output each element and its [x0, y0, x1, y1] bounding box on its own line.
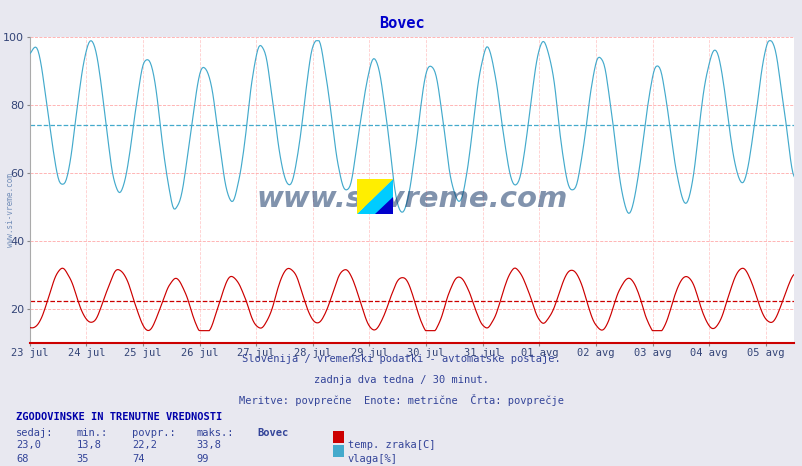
Text: ZGODOVINSKE IN TRENUTNE VREDNOSTI: ZGODOVINSKE IN TRENUTNE VREDNOSTI [16, 412, 222, 422]
Text: vlaga[%]: vlaga[%] [347, 454, 397, 464]
Text: sedaj:: sedaj: [16, 428, 54, 438]
Text: temp. zraka[C]: temp. zraka[C] [347, 440, 435, 450]
Polygon shape [357, 179, 393, 214]
Text: Bovec: Bovec [379, 16, 423, 31]
Text: zadnja dva tedna / 30 minut.: zadnja dva tedna / 30 minut. [314, 375, 488, 385]
Text: 13,8: 13,8 [76, 440, 101, 450]
Polygon shape [357, 179, 393, 214]
Text: www.si-vreme.com: www.si-vreme.com [256, 185, 567, 213]
Text: 35: 35 [76, 454, 89, 464]
Text: Bovec: Bovec [257, 428, 288, 438]
Text: 74: 74 [132, 454, 145, 464]
Text: 22,2: 22,2 [132, 440, 157, 450]
Text: Slovenija / vremenski podatki - avtomatske postaje.: Slovenija / vremenski podatki - avtomats… [242, 354, 560, 364]
Polygon shape [375, 197, 393, 214]
Text: www.si-vreme.com: www.si-vreme.com [6, 173, 15, 247]
Polygon shape [357, 179, 393, 214]
Text: min.:: min.: [76, 428, 107, 438]
Text: Meritve: povprečne  Enote: metrične  Črta: povprečje: Meritve: povprečne Enote: metrične Črta:… [239, 394, 563, 406]
Text: 33,8: 33,8 [196, 440, 221, 450]
Text: povpr.:: povpr.: [132, 428, 176, 438]
Text: 99: 99 [196, 454, 209, 464]
Text: 23,0: 23,0 [16, 440, 41, 450]
Text: maks.:: maks.: [196, 428, 234, 438]
Text: 68: 68 [16, 454, 29, 464]
